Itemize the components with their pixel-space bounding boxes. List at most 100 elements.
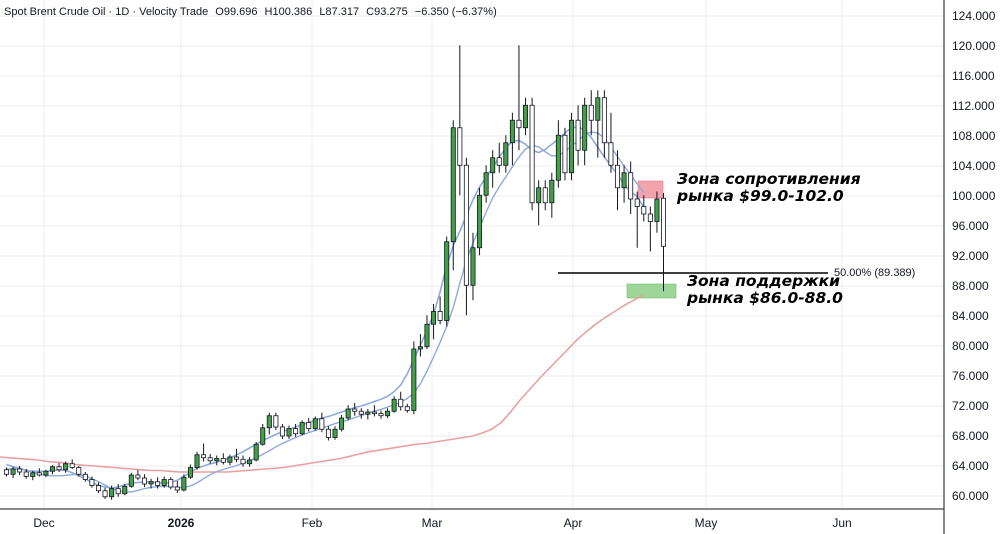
candle-body [260,427,266,445]
candle [595,90,601,158]
candle-body [457,127,463,166]
candle [477,187,483,256]
ohlc-close: C93.275 [366,6,408,18]
candle-body [536,187,542,204]
candle-body [227,456,233,463]
candle-body [608,142,614,166]
support-annotation-line2: рынка $86.0-88.0 [687,289,843,307]
candle-body [56,466,62,471]
candle [641,195,647,222]
candle [562,127,568,181]
price-tick-label: 96.000 [952,219,989,233]
candle-body [286,428,292,437]
candle-body [30,472,36,477]
candle [233,448,239,463]
candle-body [470,247,476,286]
candle [155,477,161,489]
candle [621,165,627,203]
candle [457,45,463,196]
candle-body [582,104,588,151]
candle [523,97,529,136]
candle [135,469,141,481]
support-annotation[interactable]: Зона поддержки рынка $86.0-88.0 [687,273,843,307]
candle [63,461,69,473]
candle [49,465,55,475]
time-tick-label: Apr [564,516,583,530]
time-axis[interactable]: Dec 2026 Feb Mar Apr May Jun [33,516,851,530]
resistance-annotation[interactable]: Зона сопротивления рынка $99.0-102.0 [677,171,861,205]
candle [148,478,154,489]
candle-body [661,197,667,247]
candle [181,474,187,492]
candle-body [194,454,200,468]
candle [431,304,437,340]
candle [647,206,653,252]
moving-averages [0,126,645,493]
candle [490,150,496,188]
candle-body [641,206,647,215]
candle [588,90,594,136]
candle [89,476,95,488]
candle [352,403,358,416]
candle [437,296,443,325]
candle-body [174,486,180,491]
candle [82,472,88,482]
candle [628,161,634,214]
candle-body [503,142,509,166]
candle [273,412,279,430]
candle-body [233,456,239,460]
candle [194,451,200,470]
candle-body [431,311,437,325]
candle-body [595,97,601,121]
candle [286,425,292,439]
candle [319,412,325,433]
candle-body [654,198,660,222]
candle [509,112,515,166]
candle [385,408,391,418]
candle-body [352,408,358,412]
time-tick-label: May [695,516,718,530]
candle-body [562,134,568,174]
candle [306,418,312,432]
candle [240,455,246,467]
candle-body [76,467,82,475]
candle-body [161,479,167,486]
candle-body [187,467,193,478]
candle [516,45,522,151]
candle [339,415,345,432]
price-tick-label: 60.000 [952,489,989,503]
candle-body [36,472,42,476]
price-tick-label: 80.000 [952,339,989,353]
ma-slow-line [0,294,644,473]
candle-body [523,104,529,129]
candle [325,426,331,441]
symbol-title[interactable]: Spot Brent Crude Oil · 1D · Velocity Tra… [4,6,209,18]
candle-body [10,468,16,475]
candle-body [628,172,634,200]
candle-body [155,481,161,486]
candle-body [615,164,621,189]
candle-body [391,398,397,412]
candle-body [634,198,640,207]
candle [207,454,213,464]
candle [4,467,9,477]
candle [634,191,640,248]
candle-body [279,426,285,437]
candle-body [542,187,548,204]
candle-body [385,410,391,417]
price-axis[interactable]: 124.000 120.000 116.000 112.000 108.000 104.0… [952,9,996,503]
resistance-annotation-line1: Зона сопротивления [677,170,861,188]
price-tick-label: 88.000 [952,279,989,293]
candle-body [424,323,430,348]
candle [293,424,299,437]
candle-body [148,481,154,485]
price-change: −6.350 (−6.37%) [414,6,497,18]
candle-body [312,418,318,429]
candle [23,469,29,479]
candle-body [135,474,141,479]
price-tick-label: 68.000 [952,429,989,443]
candle [470,232,476,301]
candle [312,416,318,431]
candle [214,455,220,466]
